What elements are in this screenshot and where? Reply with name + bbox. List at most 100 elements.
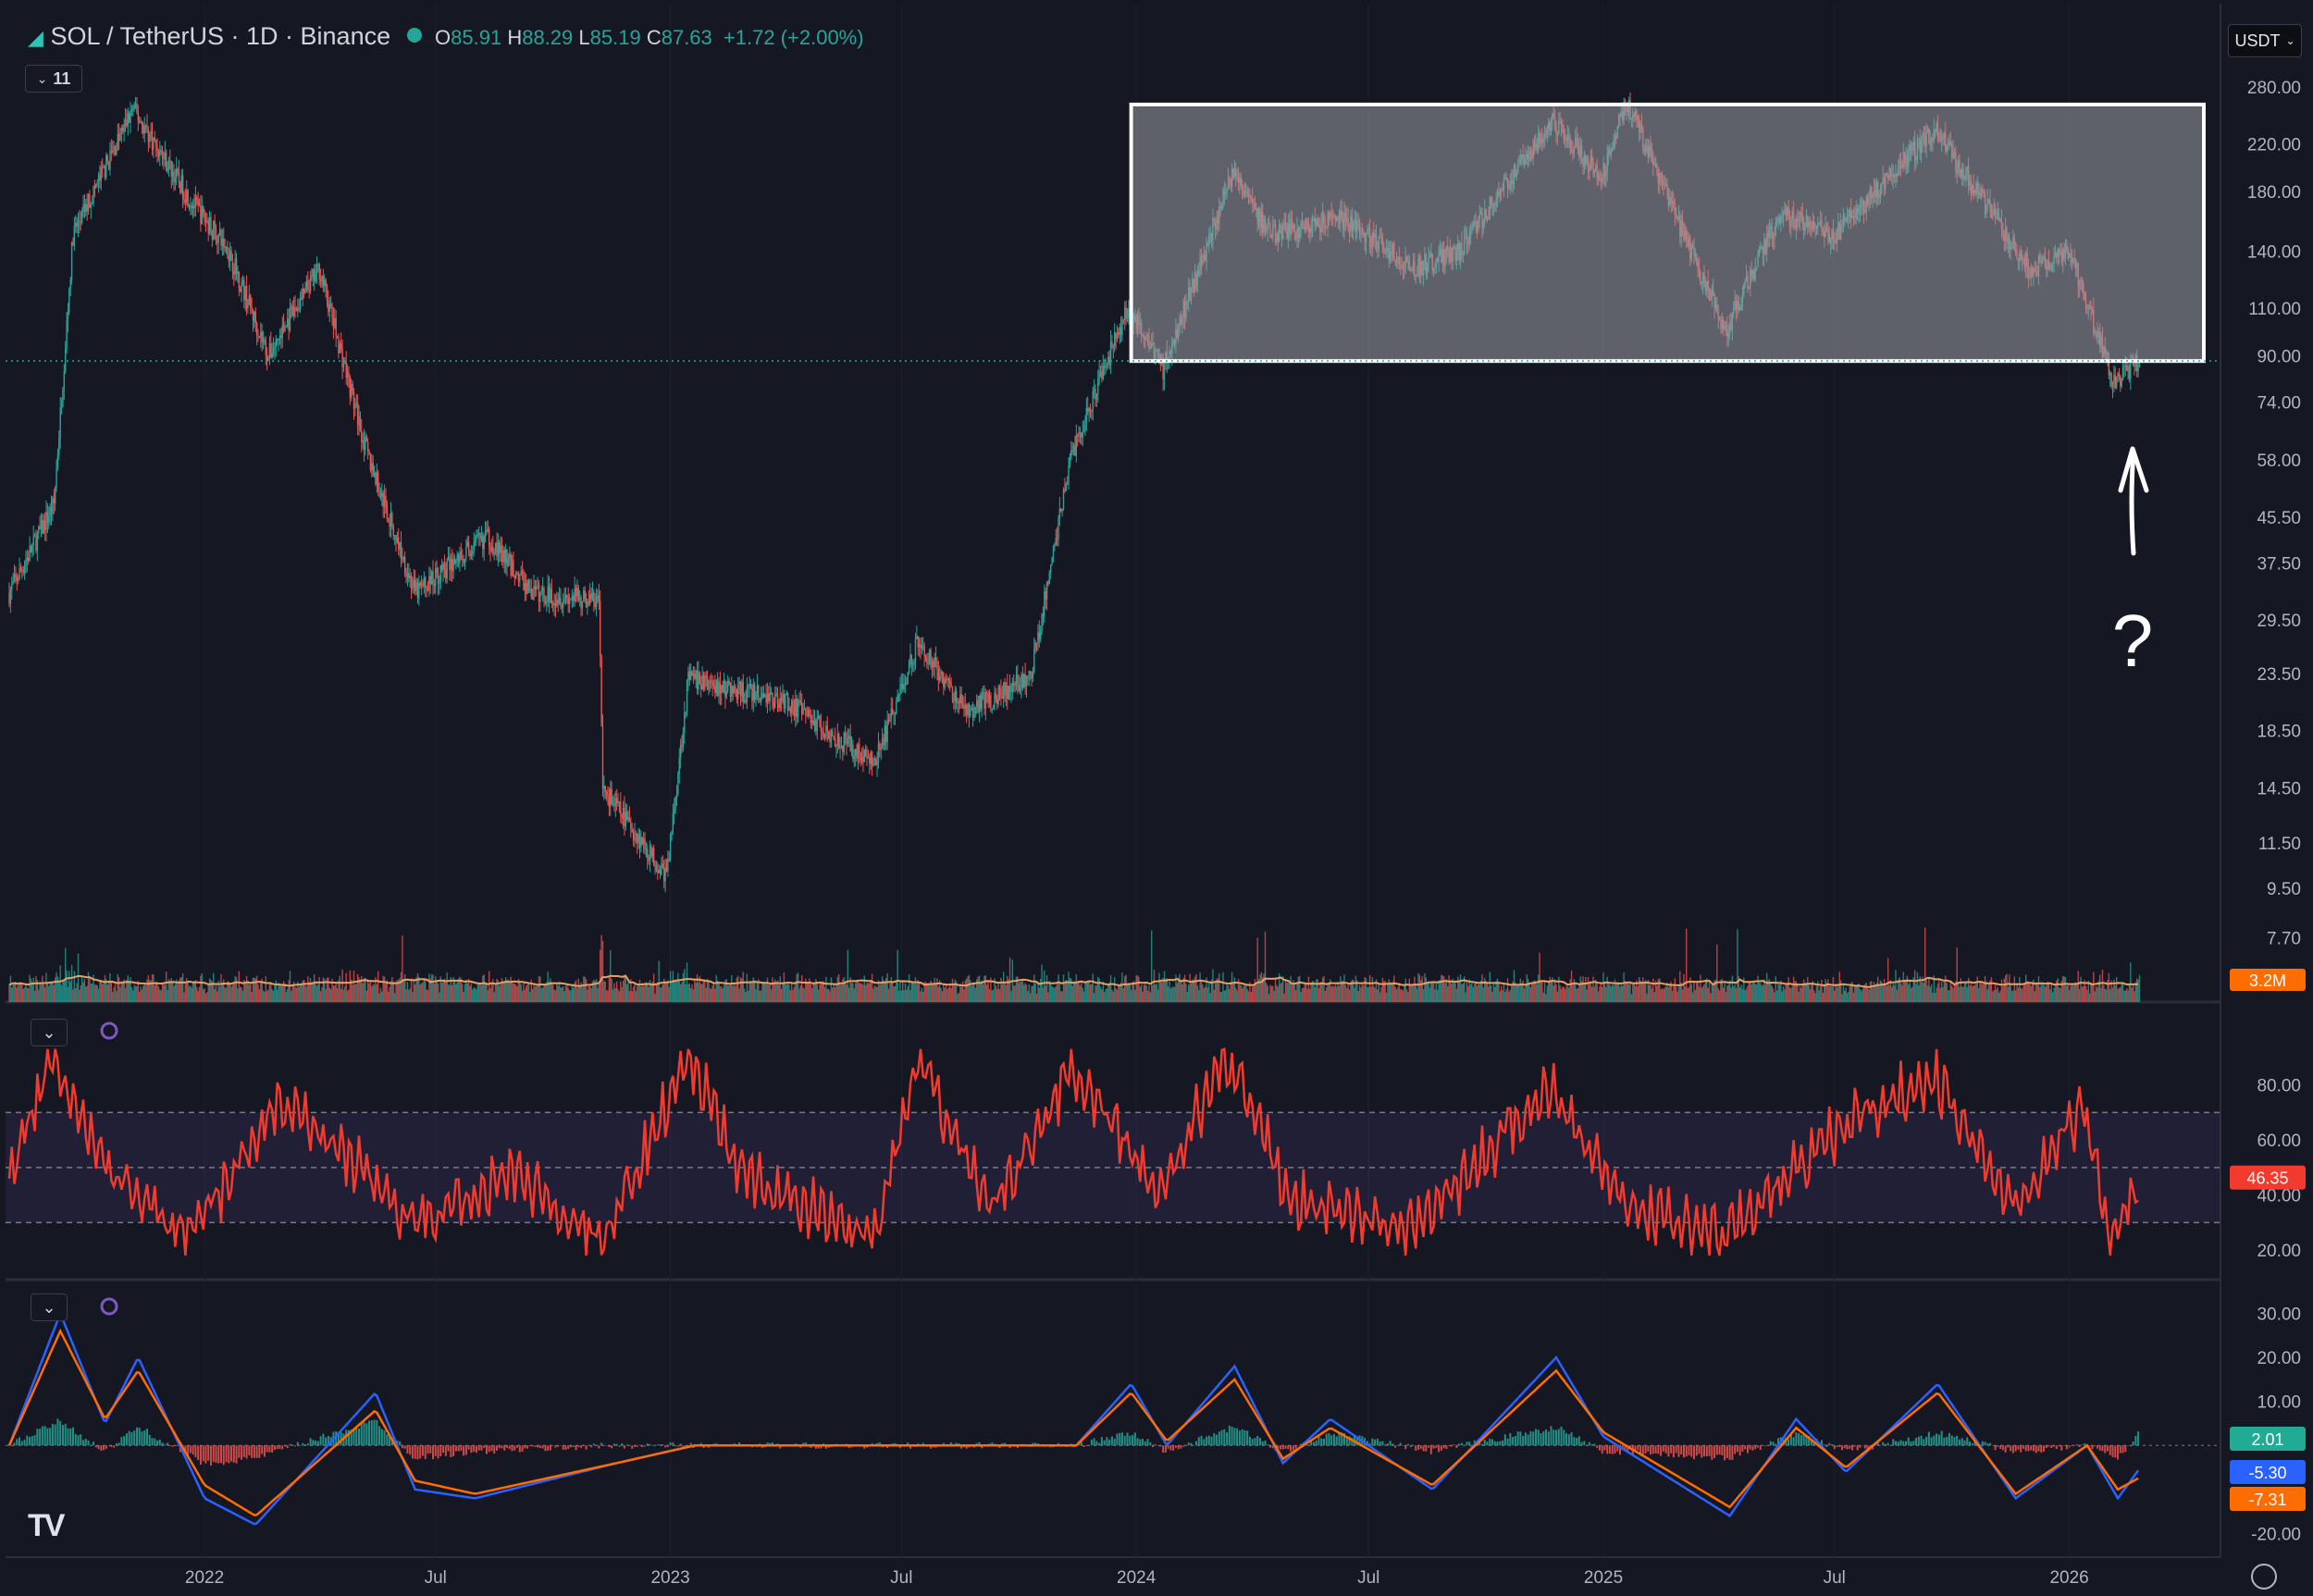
candle-body bbox=[451, 559, 453, 572]
volume-bar bbox=[1942, 986, 1944, 1002]
volume-bar bbox=[1156, 984, 1157, 1002]
volume-bar bbox=[1233, 977, 1236, 1002]
volume-bar bbox=[1593, 986, 1596, 1002]
volume-bar bbox=[1718, 990, 1721, 1002]
volume-bar bbox=[595, 979, 598, 1002]
volume-bar bbox=[1463, 976, 1466, 1002]
volume-bar bbox=[1260, 971, 1263, 1002]
volume-bar bbox=[25, 983, 27, 1002]
candle-body bbox=[490, 546, 493, 551]
volume-bar bbox=[578, 984, 581, 1002]
volume-bar bbox=[120, 981, 123, 1002]
volume-bar bbox=[1401, 989, 1403, 1002]
candle-body bbox=[1027, 675, 1029, 679]
volume-bar bbox=[1801, 983, 1803, 1002]
volume-bar bbox=[823, 986, 826, 1002]
volume-bar bbox=[63, 980, 66, 1002]
volume-bar bbox=[580, 982, 582, 1002]
candle-body bbox=[774, 694, 776, 708]
volume-bar bbox=[86, 985, 88, 1002]
volume-bar bbox=[685, 984, 686, 1002]
candle-body bbox=[940, 671, 942, 677]
volume-bar bbox=[1410, 984, 1412, 1002]
volume-bar bbox=[1600, 983, 1602, 1002]
candle-body bbox=[216, 241, 218, 243]
volume-bar bbox=[489, 988, 491, 1002]
candle-body bbox=[1047, 581, 1049, 585]
candle-body bbox=[176, 168, 178, 179]
volume-bar bbox=[1541, 981, 1543, 1002]
candle-body bbox=[873, 759, 876, 761]
volume-bar bbox=[1118, 984, 1119, 1002]
candle-body bbox=[188, 206, 191, 208]
candle-body bbox=[123, 124, 125, 131]
candle-body bbox=[759, 698, 761, 702]
volume-bar bbox=[1653, 992, 1655, 1002]
volume-bar bbox=[806, 983, 808, 1002]
volume-bar bbox=[1757, 975, 1759, 1002]
candle-body bbox=[2138, 360, 2141, 365]
volume-bar bbox=[590, 988, 592, 1002]
candle-body bbox=[8, 593, 10, 604]
volume-bar bbox=[1188, 984, 1190, 1002]
volume-bar bbox=[1526, 974, 1528, 1002]
volume-bar bbox=[85, 986, 87, 1002]
candle-body bbox=[439, 564, 441, 584]
volume-bar bbox=[1701, 987, 1702, 1002]
volume-bar bbox=[428, 973, 430, 1002]
volume-bar bbox=[112, 992, 114, 1002]
candle-body bbox=[550, 588, 553, 604]
volume-bar bbox=[909, 990, 911, 1002]
volume-bar bbox=[728, 984, 730, 1002]
volume-series[interactable] bbox=[8, 927, 2141, 1002]
volume-bar bbox=[1713, 980, 1715, 1002]
volume-bar bbox=[1717, 988, 1719, 1002]
volume-bar bbox=[1129, 984, 1131, 1002]
candle-body bbox=[120, 128, 123, 133]
volume-bar bbox=[1235, 987, 1237, 1002]
volume-bar bbox=[1300, 991, 1302, 1002]
candle-body bbox=[463, 558, 464, 563]
volume-bar bbox=[1146, 990, 1149, 1002]
volume-bar bbox=[1629, 981, 1631, 1002]
candle-body bbox=[959, 694, 961, 704]
volume-bar bbox=[1422, 989, 1425, 1002]
candle-body bbox=[476, 534, 478, 536]
volume-bar bbox=[1646, 993, 1648, 1002]
volume-bar bbox=[844, 981, 847, 1002]
candle-body bbox=[756, 685, 759, 693]
volume-bar bbox=[1347, 983, 1349, 1002]
volume-bar bbox=[1249, 982, 1251, 1002]
candle-body bbox=[314, 269, 315, 281]
volume-bar bbox=[1845, 987, 1847, 1002]
volume-bar bbox=[1297, 976, 1300, 1002]
candle-body bbox=[696, 671, 699, 690]
volume-bar bbox=[1622, 985, 1624, 1002]
volume-bar bbox=[338, 980, 340, 1002]
candle-body bbox=[844, 733, 847, 736]
volume-bar bbox=[2026, 981, 2028, 1002]
volume-bar bbox=[1375, 979, 1378, 1002]
candle-body bbox=[890, 709, 892, 718]
volume-bar bbox=[453, 980, 456, 1002]
volume-bar bbox=[659, 987, 662, 1002]
candle-body bbox=[836, 734, 839, 746]
candle-body bbox=[312, 269, 315, 277]
volume-bar bbox=[217, 980, 219, 1002]
candle-body bbox=[699, 672, 701, 685]
candle-body bbox=[701, 674, 703, 689]
volume-bar bbox=[686, 962, 688, 1002]
candle-body bbox=[42, 519, 43, 534]
candle-body bbox=[903, 685, 905, 689]
candle-body bbox=[342, 364, 345, 368]
volume-bar bbox=[2044, 986, 2047, 1002]
volume-bar bbox=[1082, 987, 1083, 1002]
candle-body bbox=[603, 786, 605, 789]
volume-bar bbox=[1952, 987, 1954, 1002]
candle-body bbox=[473, 541, 475, 551]
volume-bar bbox=[1521, 984, 1523, 1002]
volume-bar bbox=[261, 978, 263, 1002]
volume-bar bbox=[116, 991, 118, 1002]
volume-bar bbox=[672, 971, 674, 1002]
